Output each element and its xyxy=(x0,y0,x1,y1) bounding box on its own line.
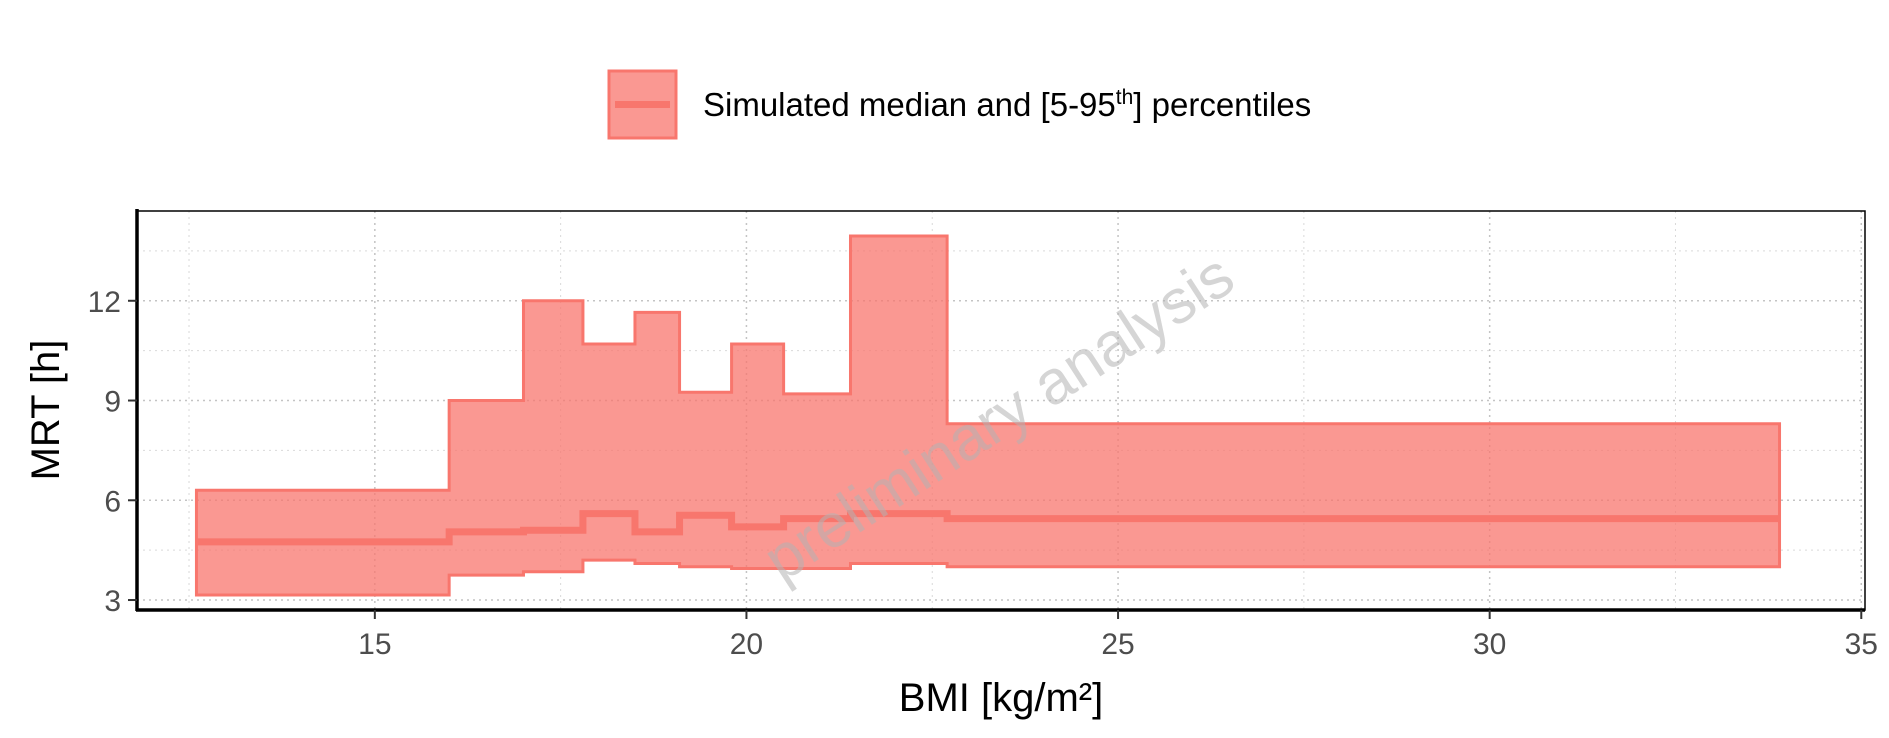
legend-label-end: ] percentiles xyxy=(1133,86,1311,123)
x-tick-label: 15 xyxy=(358,628,391,661)
x-axis-title: BMI [kg/m²] xyxy=(899,676,1103,720)
x-tick-label: 20 xyxy=(730,628,763,661)
y-tick-label: 6 xyxy=(104,485,121,518)
axes xyxy=(135,209,1866,612)
y-tick-label: 12 xyxy=(88,286,121,319)
y-ticks: 3 6 9 12 xyxy=(88,286,137,618)
y-axis-title: MRT [h] xyxy=(24,340,68,481)
legend-label-sup: th xyxy=(1116,86,1134,109)
legend: Simulated median and [5-95th] percentile… xyxy=(607,69,1311,140)
x-tick-label: 25 xyxy=(1101,628,1134,661)
ribbon-layer xyxy=(194,234,1782,597)
median-line xyxy=(196,510,1780,546)
median-layer xyxy=(196,510,1780,546)
percentile-ribbon xyxy=(194,234,1782,597)
x-tick-label: 30 xyxy=(1473,628,1506,661)
y-tick-label: 3 xyxy=(104,585,121,618)
x-tick-label: 35 xyxy=(1845,628,1878,661)
legend-label: Simulated median and [5-95th] percentile… xyxy=(703,86,1311,123)
legend-label-main: Simulated median and [5-95 xyxy=(703,86,1116,123)
y-tick-label: 9 xyxy=(104,386,121,419)
x-ticks: 15 20 25 30 35 xyxy=(358,610,1878,661)
